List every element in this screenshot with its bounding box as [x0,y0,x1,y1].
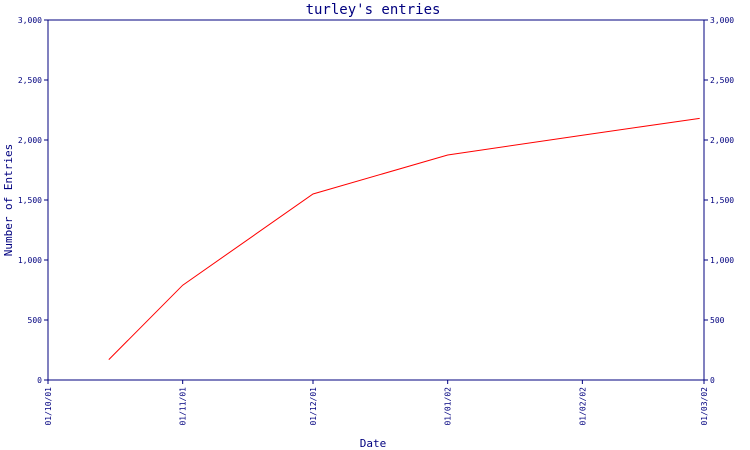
data-point [581,134,584,137]
y-tick-label-left: 0 [37,376,42,385]
data-point [107,358,110,361]
data-point [312,193,315,196]
x-tick-label: 01/01/02 [444,387,453,426]
y-tick-label-right: 0 [710,376,715,385]
y-tick-label-right: 2,000 [710,136,734,145]
y-axis-left: 0 500 1,000 1,500 2,000 2,500 3,000 [18,16,48,385]
series-layer [107,117,701,361]
y-tick-label-left: 500 [28,316,43,325]
y-axis-title: Number of Entries [2,144,15,257]
y-axis-right: 0 500 1,000 1,500 2,000 2,500 3,000 [704,16,734,385]
data-point [181,284,184,287]
chart-title: turley's entries [306,2,441,18]
x-tick-label: 01/11/01 [179,387,188,426]
series-line [108,117,700,360]
x-axis-title: Date [360,437,387,450]
y-tick-label-left: 1,000 [18,256,42,265]
y-tick-label-right: 500 [710,316,725,325]
y-tick-label-left: 1,500 [18,196,42,205]
y-tick-label-right: 3,000 [710,16,734,25]
y-tick-label-left: 3,000 [18,16,42,25]
x-tick-label: 01/12/01 [309,387,318,426]
y-tick-label-right: 2,500 [710,76,734,85]
x-tick-label: 01/02/02 [578,387,587,426]
x-tick-label: 01/03/02 [700,387,709,426]
plot-frame [47,19,705,381]
x-tick-label: 01/10/01 [44,387,53,426]
y-tick-label-left: 2,000 [18,136,42,145]
y-tick-label-right: 1,500 [710,196,734,205]
y-tick-label-right: 1,000 [710,256,734,265]
y-tick-label-left: 2,500 [18,76,42,85]
data-point [698,117,701,120]
data-point [446,154,449,157]
x-axis: 01/10/01 01/11/01 01/12/01 01/01/02 01/02/02… [44,380,709,426]
